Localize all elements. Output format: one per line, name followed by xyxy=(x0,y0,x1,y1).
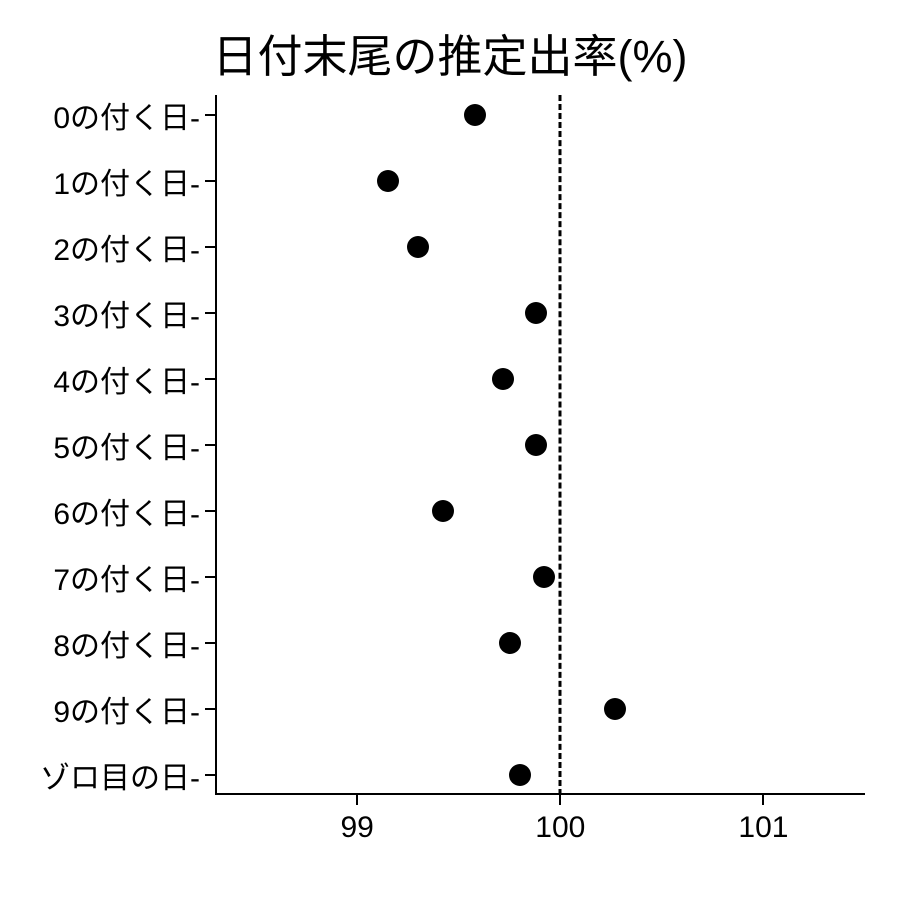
data-point xyxy=(464,104,486,126)
chart-container: 日付末尾の推定出率(%) 0の付く日-1の付く日-2の付く日-3の付く日-4の付… xyxy=(0,0,900,900)
y-axis-label: 8の付く日- xyxy=(15,621,200,665)
x-tick xyxy=(762,795,764,805)
data-point xyxy=(499,632,521,654)
y-tick xyxy=(205,642,215,644)
data-point xyxy=(509,764,531,786)
y-tick xyxy=(205,708,215,710)
y-axis-label: 2の付く日- xyxy=(15,225,200,269)
y-tick xyxy=(205,774,215,776)
x-tick xyxy=(356,795,358,805)
y-tick xyxy=(205,378,215,380)
y-tick xyxy=(205,510,215,512)
y-tick xyxy=(205,114,215,116)
data-point xyxy=(604,698,626,720)
y-axis-label: 9の付く日- xyxy=(15,687,200,731)
y-axis-line xyxy=(215,95,217,795)
y-tick xyxy=(205,312,215,314)
y-tick xyxy=(205,180,215,182)
y-axis-label: 3の付く日- xyxy=(15,291,200,335)
data-point xyxy=(492,368,514,390)
x-axis-label: 100 xyxy=(535,811,585,845)
y-axis-label: 7の付く日- xyxy=(15,555,200,599)
data-point xyxy=(525,434,547,456)
chart-title: 日付末尾の推定出率(%) xyxy=(0,20,900,85)
x-axis-line xyxy=(215,793,865,795)
data-point xyxy=(525,302,547,324)
reference-line xyxy=(559,95,562,795)
x-axis-label: 99 xyxy=(341,811,374,845)
data-point xyxy=(533,566,555,588)
y-axis-label: 5の付く日- xyxy=(15,423,200,467)
data-point xyxy=(377,170,399,192)
y-axis-label: 6の付く日- xyxy=(15,489,200,533)
y-axis-label: 1の付く日- xyxy=(15,159,200,203)
x-tick xyxy=(559,795,561,805)
data-point xyxy=(407,236,429,258)
y-axis-label: ゾロ目の日- xyxy=(15,753,200,797)
x-axis-label: 101 xyxy=(738,811,788,845)
plot-area: 0の付く日-1の付く日-2の付く日-3の付く日-4の付く日-5の付く日-6の付く… xyxy=(215,95,865,795)
y-tick xyxy=(205,444,215,446)
y-tick xyxy=(205,246,215,248)
data-point xyxy=(432,500,454,522)
y-tick xyxy=(205,576,215,578)
y-axis-label: 0の付く日- xyxy=(15,93,200,137)
y-axis-label: 4の付く日- xyxy=(15,357,200,401)
